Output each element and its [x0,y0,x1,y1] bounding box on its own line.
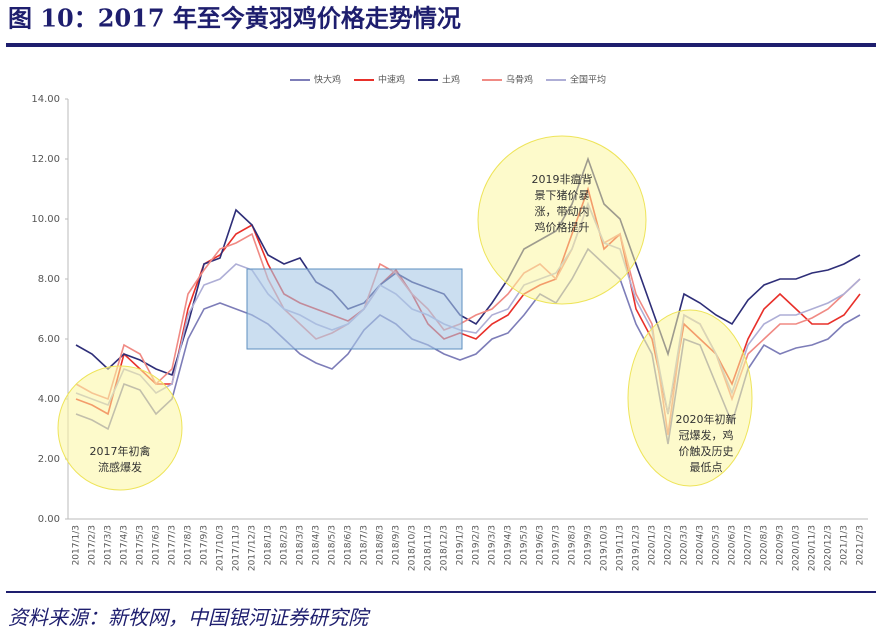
x-tick-label: 2017/5/3 [136,525,146,565]
x-tick-label: 2018/9/3 [392,525,402,565]
chart-title: 图 10：2017 年至今黄羽鸡价格走势情况 [8,4,461,33]
annotation-text: 2019非瘟背 [532,172,593,186]
x-tick-label: 2019/10/3 [600,525,610,571]
x-tick-label: 2017/4/3 [120,525,130,565]
annotation-shapes [57,135,753,491]
x-tick-label: 2020/6/3 [728,525,738,565]
highlight-circle [57,365,183,491]
annotation-text: 涨，带动内 [535,204,590,218]
x-tick-label: 2020/5/3 [712,525,722,565]
x-tick-label: 2020/11/3 [808,525,818,571]
x-tick-label: 2019/1/3 [456,525,466,565]
x-tick-label: 2021/1/3 [840,525,850,565]
x-tick-label: 2018/4/3 [312,525,322,565]
x-tick-label: 2017/6/3 [152,525,162,565]
x-tick-label: 2018/12/3 [440,525,450,571]
x-tick-label: 2019/7/3 [552,525,562,565]
annotation-text: 2017年初禽 [90,444,151,458]
x-tick-label: 2019/8/3 [568,525,578,565]
x-tick-label: 2017/8/3 [184,525,194,565]
y-tick-label: 4.00 [38,394,60,405]
footer-rule [6,591,876,593]
x-tick-label: 2019/9/3 [584,525,594,565]
x-tick-label: 2018/7/3 [360,525,370,565]
y-tick-label: 8.00 [38,274,60,285]
x-tick-label: 2019/2/3 [472,525,482,565]
x-tick-label: 2018/5/3 [328,525,338,565]
source-note: 资料来源：新牧网，中国银河证券研究院 [8,606,371,630]
x-tick-label: 2019/11/3 [616,525,626,571]
x-tick-label: 2019/4/3 [504,525,514,565]
x-tick-label: 2020/4/3 [696,525,706,565]
legend-label: 中速鸡 [378,74,405,86]
x-tick-label: 2020/3/3 [680,525,690,565]
highlight-circle [627,309,753,487]
title-rule [6,43,876,47]
x-tick-label: 2019/12/3 [632,525,642,571]
x-tick-label: 2017/11/3 [232,525,242,571]
x-tick-label: 2018/11/3 [424,525,434,571]
annotation-text: 景下猪价暴 [535,189,590,202]
legend-label: 全国平均 [570,74,606,86]
x-tick-label: 2020/12/3 [824,525,834,571]
legend-label: 快大鸡 [314,74,341,86]
legend-label: 土鸡 [442,74,460,86]
x-tick-label: 2018/1/3 [264,525,274,565]
x-tick-label: 2017/7/3 [168,525,178,565]
x-tick-label: 2019/6/3 [536,525,546,565]
x-tick-label: 2020/10/3 [792,525,802,571]
series-line [75,156,861,377]
x-tick-label: 2020/7/3 [744,525,754,565]
y-tick-label: 0.00 [38,514,60,525]
annotation-text: 2020年初新 [676,412,737,426]
annotation-text: 冠爆发，鸡 [679,428,734,442]
x-tick-label: 2017/12/3 [248,525,258,571]
x-tick-label: 2020/8/3 [760,525,770,565]
x-tick-label: 2019/5/3 [520,525,530,565]
x-tick-label: 2021/2/3 [856,525,866,565]
y-tick-label: 2.00 [38,454,60,465]
x-tick-label: 2017/10/3 [216,525,226,571]
x-tick-label: 2018/8/3 [376,525,386,565]
x-tick-label: 2019/3/3 [488,525,498,565]
x-tick-label: 2018/3/3 [296,525,306,565]
highlight-box [246,268,463,350]
annotation-text: 最低点 [690,461,723,474]
x-tick-label: 2020/2/3 [664,525,674,565]
y-tick-label: 12.00 [31,154,60,165]
annotation-text: 流感爆发 [98,460,142,474]
annotation-text: 鸡价格提升 [535,220,590,234]
x-tick-label: 2017/2/3 [88,525,98,565]
legend-label: 乌骨鸡 [506,74,533,86]
annotation-text: 价触及历史 [679,444,734,458]
highlight-circle [477,135,647,305]
y-tick-label: 6.00 [38,334,60,345]
x-tick-label: 2017/3/3 [104,525,114,565]
x-tick-label: 2017/1/3 [72,525,82,565]
y-tick-label: 10.00 [31,214,60,225]
x-tick-label: 2020/9/3 [776,525,786,565]
y-tick-label: 14.00 [31,94,60,105]
x-tick-label: 2018/6/3 [344,525,354,565]
x-tick-label: 2020/1/3 [648,525,658,565]
x-tick-label: 2017/9/3 [200,525,210,565]
x-tick-label: 2018/10/3 [408,525,418,571]
x-tick-label: 2018/2/3 [280,525,290,565]
